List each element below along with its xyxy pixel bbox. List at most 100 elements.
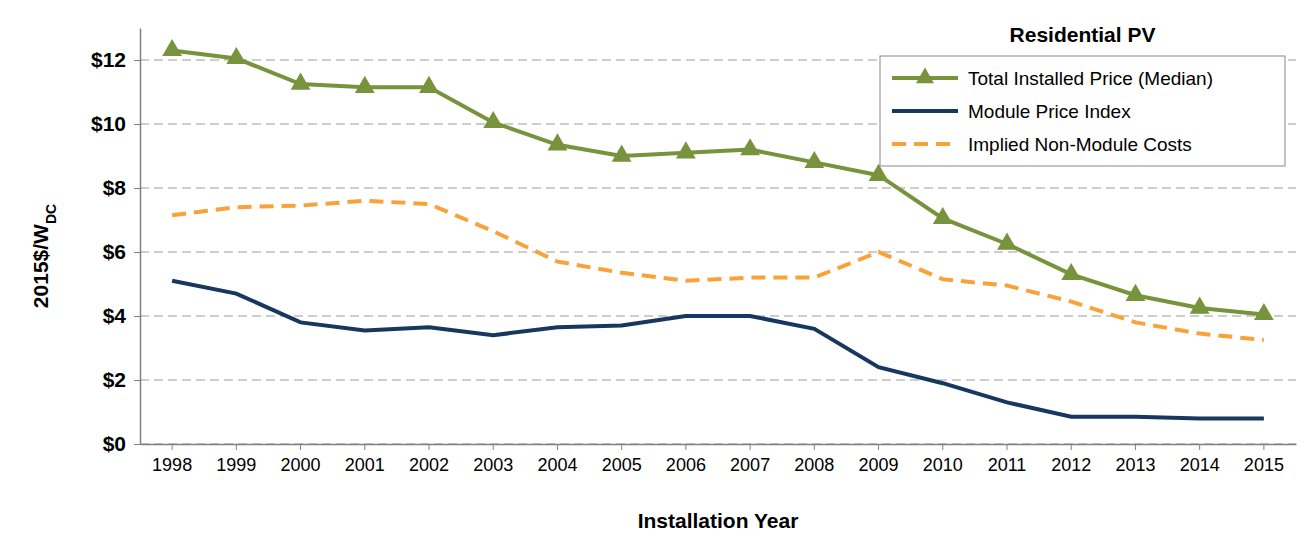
- y-tick: $2: [103, 368, 140, 391]
- x-tick-label: 1999: [216, 455, 256, 475]
- x-tick-label: 2010: [923, 455, 963, 475]
- series-marker: [997, 233, 1017, 250]
- x-tick-mark: [942, 444, 943, 450]
- x-tick-mark: [1199, 444, 1200, 450]
- x-tick: 2003: [473, 444, 513, 475]
- x-tick-mark: [1135, 444, 1136, 450]
- grid-line: [140, 444, 1296, 445]
- x-tick-mark: [1007, 444, 1008, 450]
- x-tick: 2014: [1180, 444, 1220, 475]
- series-marker: [483, 111, 503, 128]
- y-tick-label: $4: [103, 304, 127, 327]
- y-tick-mark: [134, 444, 140, 445]
- legend-swatch: [892, 109, 958, 113]
- series-marker: [1126, 284, 1146, 301]
- x-axis-line: [141, 444, 1297, 446]
- x-tick-mark: [621, 444, 622, 450]
- x-tick-label: 2009: [859, 455, 899, 475]
- x-tick-label: 2012: [1051, 455, 1091, 475]
- series-marker: [612, 145, 632, 162]
- y-tick-label: $6: [103, 240, 126, 263]
- x-axis: 1998 1999 2000 2001 2002 2003 2004 2005 2006 2007…: [141, 444, 1297, 475]
- x-tick: 2004: [537, 444, 577, 475]
- y-axis-title-sub: DC: [43, 204, 59, 224]
- legend-title: Residential PV: [1010, 23, 1156, 46]
- x-tick-mark: [878, 444, 879, 450]
- y-tick-mark: [134, 380, 140, 381]
- x-tick: 2013: [1115, 444, 1155, 475]
- legend-item: Module Price Index: [892, 101, 1131, 122]
- legend-label: Total Installed Price (Median): [968, 68, 1213, 89]
- x-tick-label: 2006: [666, 455, 706, 475]
- x-tick-label: 2003: [473, 455, 513, 475]
- grid-line: [140, 380, 1296, 381]
- x-tick: 2001: [345, 444, 385, 475]
- series-marker: [804, 151, 824, 168]
- x-tick: 2011: [988, 444, 1027, 475]
- y-tick: $4: [103, 304, 140, 327]
- x-tick-mark: [750, 444, 751, 450]
- y-tick-label: $12: [91, 48, 126, 71]
- x-tick-mark: [1071, 444, 1072, 450]
- x-tick-mark: [1263, 444, 1264, 450]
- grid-line: [140, 188, 1296, 189]
- x-tick: 2006: [666, 444, 706, 475]
- series-marker: [162, 39, 182, 56]
- y-axis: $0 $2 $4 $6 $8 $10 $12: [91, 29, 141, 456]
- series-marker: [1061, 263, 1081, 280]
- legend-label: Implied Non-Module Costs: [968, 134, 1192, 155]
- x-tick: 2009: [859, 444, 899, 475]
- x-tick-label: 2011: [988, 455, 1027, 475]
- series-marker: [548, 133, 568, 150]
- x-tick-mark: [685, 444, 686, 450]
- y-tick-label: $8: [103, 176, 127, 199]
- legend-marker: [916, 68, 934, 84]
- x-tick-label: 2007: [730, 455, 770, 475]
- x-tick-label: 2002: [409, 455, 449, 475]
- series-marker: [740, 138, 760, 155]
- x-tick-label: 2015: [1244, 455, 1284, 475]
- y-tick: $8: [103, 176, 140, 199]
- series-marker: [1254, 303, 1274, 320]
- x-tick-label: 2005: [602, 455, 642, 475]
- series-marker: [676, 141, 696, 158]
- legend: Residential PV Total Installed Price (Med…: [880, 23, 1285, 166]
- x-tick-mark: [429, 444, 430, 450]
- y-tick-mark: [134, 60, 140, 61]
- grid: [140, 60, 1296, 444]
- y-tick-label: $10: [91, 112, 126, 135]
- x-tick: 2012: [1051, 444, 1091, 475]
- x-axis-title: Installation Year: [638, 509, 799, 532]
- y-tick: $10: [91, 112, 140, 135]
- x-tick: 1999: [216, 444, 256, 475]
- series-line: [172, 281, 1264, 419]
- y-tick-mark: [134, 316, 140, 317]
- x-tick-label: 1998: [152, 455, 192, 475]
- y-tick: $0: [103, 432, 140, 455]
- y-tick-label: $0: [103, 432, 126, 455]
- chart: $0 $2 $4 $6 $8 $10 $12 1998 1999 2000 2001 2002 2003…: [0, 0, 1310, 550]
- x-tick-label: 2014: [1180, 455, 1220, 475]
- x-tick: 2002: [409, 444, 449, 475]
- x-tick: 2005: [602, 444, 642, 475]
- legend-box: [880, 56, 1285, 166]
- x-tick-mark: [493, 444, 494, 450]
- legend-swatch: [892, 142, 958, 146]
- x-tick-label: 2004: [537, 455, 577, 475]
- legend-item: Implied Non-Module Costs: [892, 134, 1192, 155]
- series-marker: [1190, 297, 1210, 314]
- series-marker: [226, 47, 246, 64]
- x-tick-mark: [814, 444, 815, 450]
- x-tick-mark: [364, 444, 365, 450]
- series-marker: [933, 207, 953, 224]
- x-tick: 1998: [152, 444, 192, 475]
- x-tick: 2000: [281, 444, 321, 475]
- series-line: [172, 201, 1264, 340]
- x-tick-mark: [236, 444, 237, 450]
- x-tick-label: 2000: [281, 455, 321, 475]
- y-tick-mark: [134, 124, 140, 125]
- series-marker: [291, 73, 311, 90]
- y-tick-label: $2: [103, 368, 126, 391]
- x-tick: 2008: [794, 444, 834, 475]
- x-tick: 2007: [730, 444, 770, 475]
